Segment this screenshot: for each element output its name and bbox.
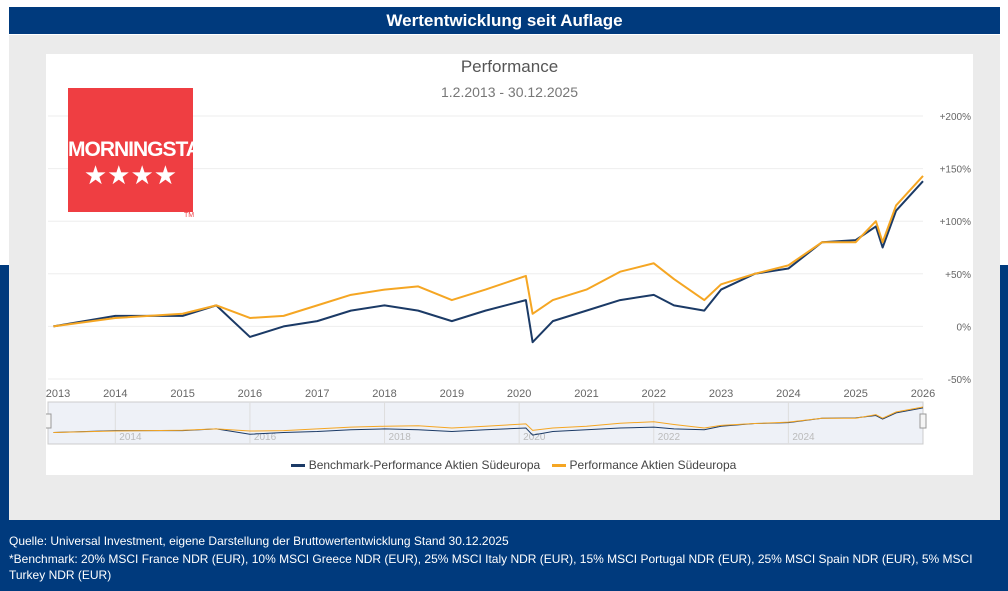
y-tick-label: +50% [945, 270, 971, 281]
navigator-tick-label: 2020 [523, 432, 546, 443]
morningstar-logo: MORNINGSTAR ★★★★ [68, 88, 215, 212]
x-tick-label: 2013 [46, 388, 70, 400]
logo-text: MORNINGSTAR [68, 138, 215, 161]
legend-item-benchmark[interactable]: Benchmark-Performance Aktien Südeuropa [283, 458, 540, 472]
legend-label: Performance Aktien Südeuropa [569, 458, 737, 472]
x-tick-label: 2014 [103, 388, 127, 400]
y-tick-label: +100% [940, 217, 972, 228]
y-tick-label: 0% [957, 322, 972, 333]
rating-stars: ★★★★ [83, 160, 178, 190]
navigator-tick-label: 2022 [658, 432, 681, 443]
x-tick-label: 2015 [170, 388, 194, 400]
x-tick-label: 2017 [305, 388, 329, 400]
navigator-handle-right[interactable] [919, 413, 927, 429]
x-tick-label: 2022 [642, 388, 666, 400]
legend: Benchmark-Performance Aktien Südeuropa P… [46, 458, 973, 472]
chart-title: Performance [460, 57, 559, 76]
navigator-line-1 [53, 406, 924, 433]
chart-subtitle: 1.2.2013 - 30.12.2025 [440, 84, 578, 100]
x-tick-label: 2025 [843, 388, 867, 400]
x-tick-label: 2024 [776, 388, 800, 400]
source-note: Quelle: Universal Investment, eigene Dar… [9, 534, 509, 548]
legend-swatch [551, 464, 566, 468]
legend-swatch [290, 464, 305, 468]
performance-chart[interactable]: +200% +150% +100% +50% 0% -50% 2013 2014 2015 201… [46, 54, 973, 454]
x-tick-label: 2019 [440, 388, 464, 400]
x-tick-label: 2021 [574, 388, 598, 400]
section-title: Wertentwicklung seit Auflage [9, 7, 1000, 34]
series-line-1 [53, 175, 924, 328]
x-tick-label: 2016 [238, 388, 262, 400]
y-tick-label: +200% [940, 112, 972, 123]
benchmark-note: *Benchmark: 20% MSCI France NDR (EUR), 1… [9, 552, 973, 582]
x-tick-label: 2023 [709, 388, 733, 400]
y-tick-label: +150% [940, 165, 972, 176]
legend-item-fund[interactable]: Performance Aktien Südeuropa [544, 458, 737, 472]
x-tick-label: 2020 [507, 388, 531, 400]
chart-panel: Performance 1.2.2013 - 30.12.2025 +200% +… [46, 54, 973, 475]
navigator-tick-label: 2016 [254, 432, 277, 443]
navigator-handle-left[interactable] [46, 413, 52, 429]
x-tick-label: 2026 [911, 388, 935, 400]
navigator-tick-label: 2018 [389, 432, 412, 443]
navigator-tick-label: 2024 [792, 432, 815, 443]
x-tick-label: 2018 [372, 388, 396, 400]
navigator-tick-label: 2014 [119, 432, 142, 443]
trademark: TM [184, 212, 195, 219]
y-tick-label: -50% [948, 375, 971, 386]
legend-label: Benchmark-Performance Aktien Südeuropa [308, 458, 541, 472]
